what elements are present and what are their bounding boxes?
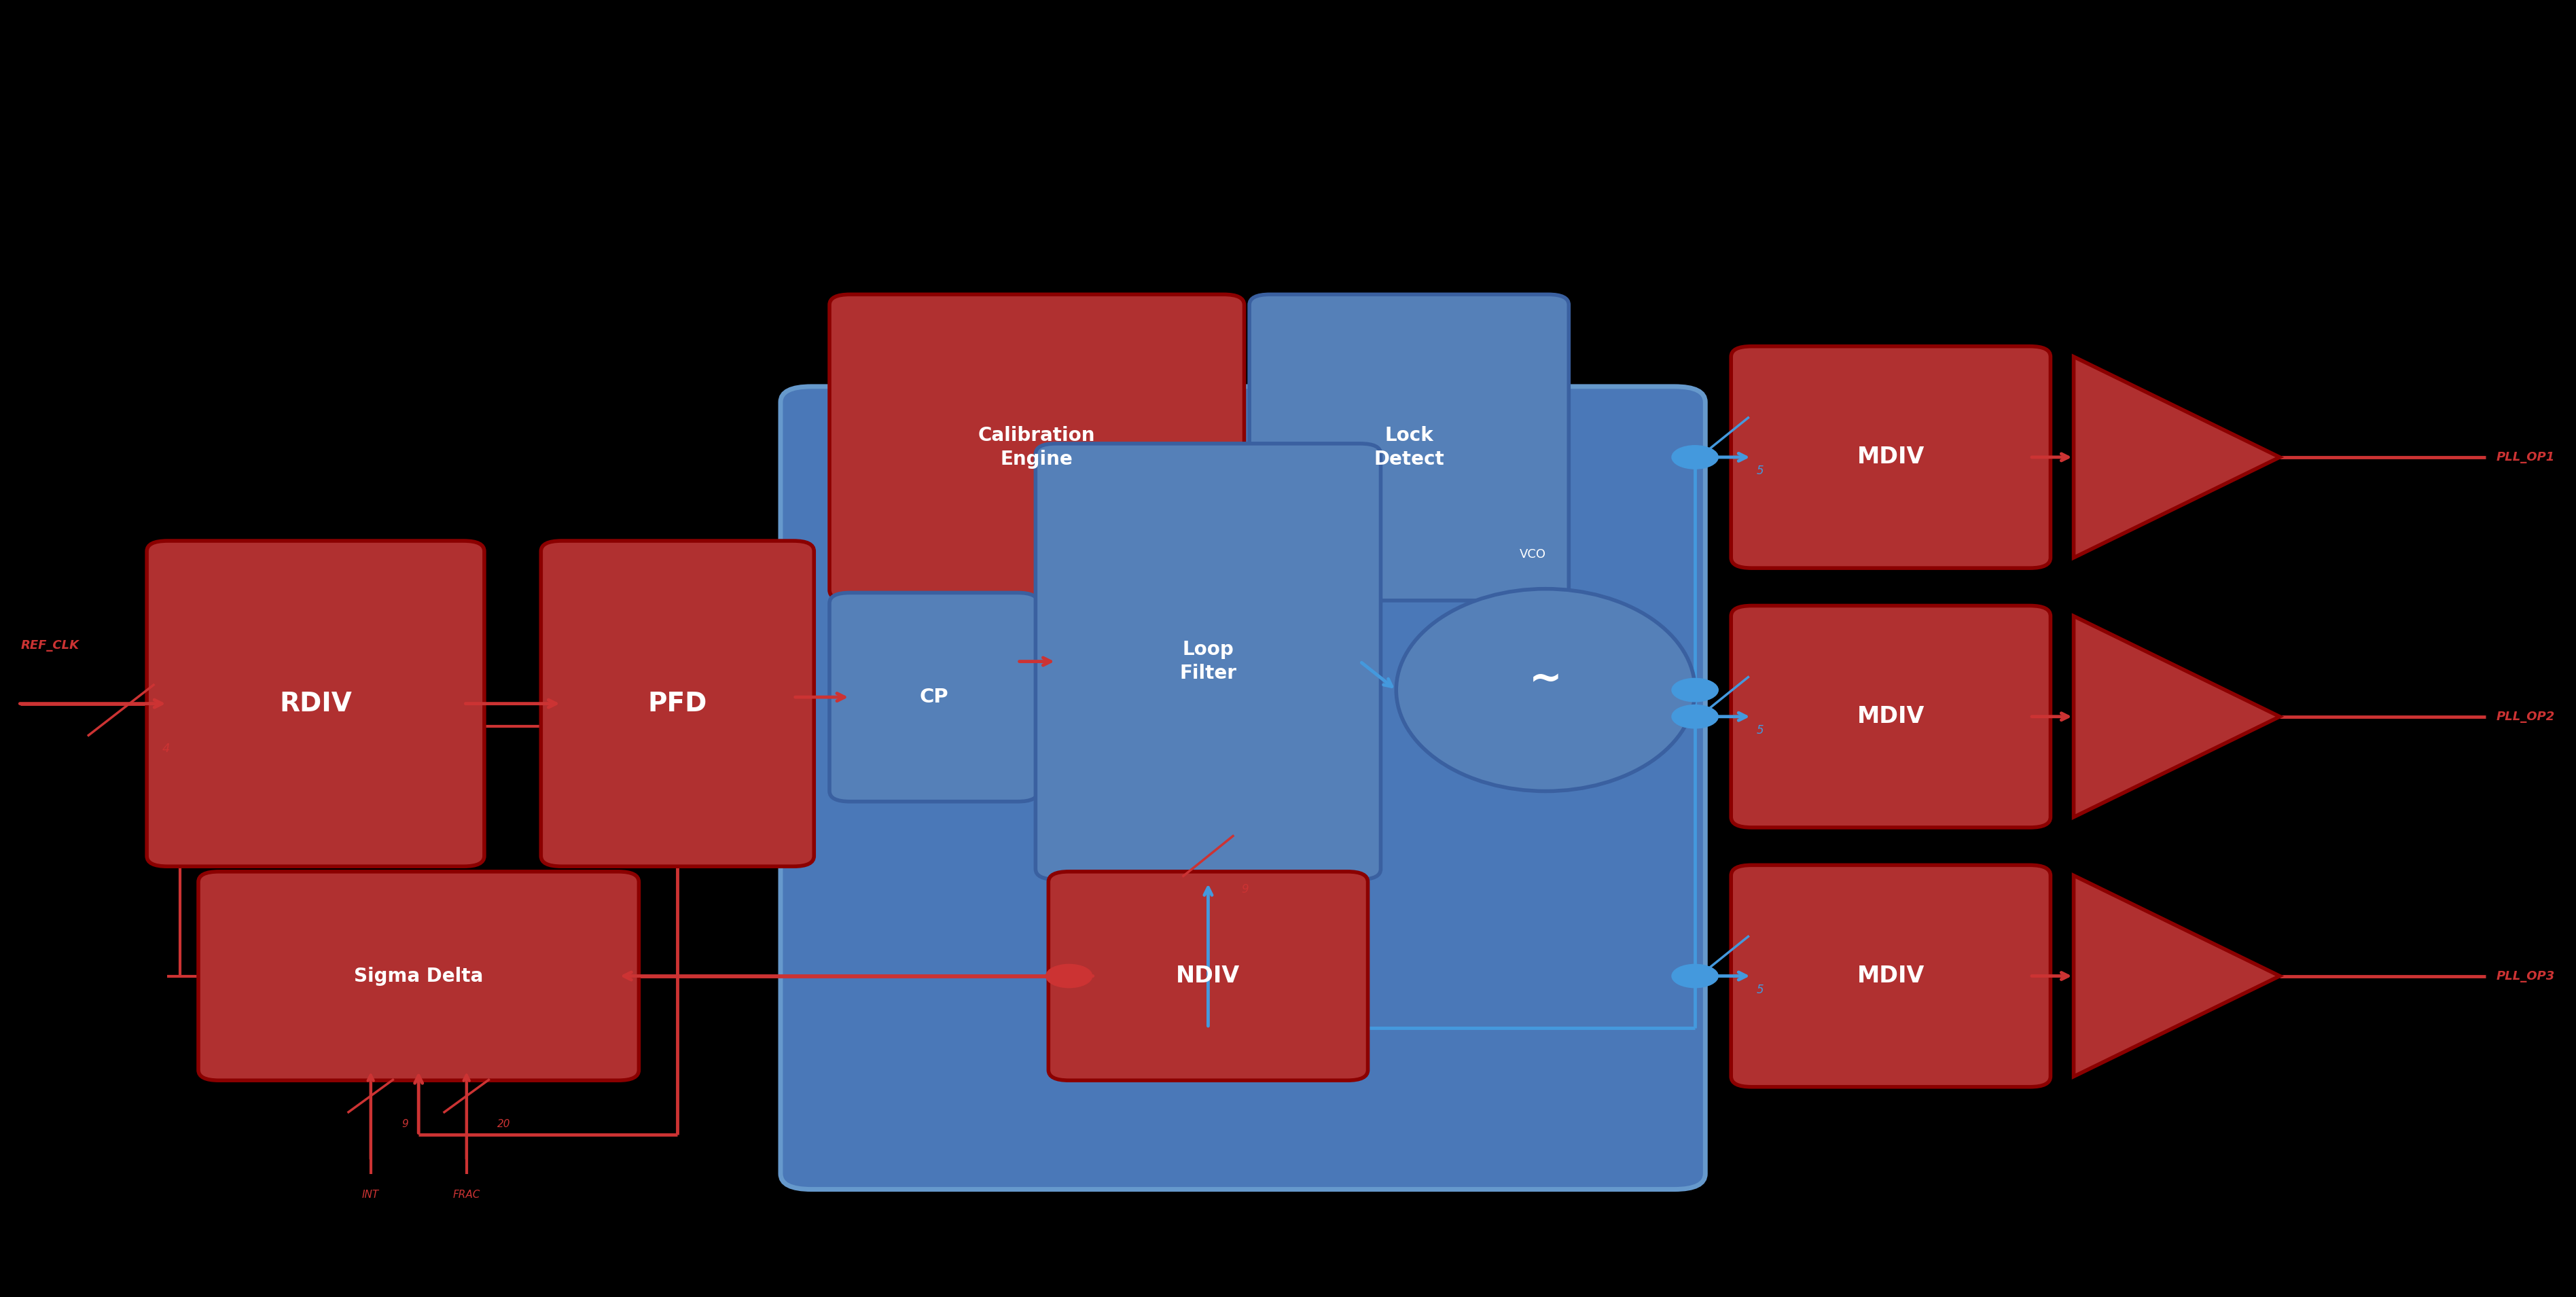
FancyBboxPatch shape [147, 541, 484, 866]
Polygon shape [2074, 875, 2280, 1077]
Text: MDIV: MDIV [1857, 706, 1924, 728]
Text: MDIV: MDIV [1857, 965, 1924, 987]
FancyBboxPatch shape [1036, 444, 1381, 879]
Ellipse shape [1396, 589, 1695, 791]
Circle shape [1046, 965, 1092, 988]
Text: PLL_OP1: PLL_OP1 [2496, 451, 2555, 463]
Text: Loop
Filter: Loop Filter [1180, 641, 1236, 682]
Circle shape [1672, 965, 1718, 988]
FancyBboxPatch shape [1048, 872, 1368, 1080]
Polygon shape [2074, 357, 2280, 558]
Text: Sigma Delta: Sigma Delta [353, 966, 484, 986]
Text: ~: ~ [1530, 660, 1561, 699]
Text: PLL_OP3: PLL_OP3 [2496, 970, 2555, 982]
Text: 20: 20 [497, 1119, 510, 1130]
Circle shape [1672, 446, 1718, 470]
FancyBboxPatch shape [1731, 346, 2050, 568]
Text: Calibration
Engine: Calibration Engine [979, 427, 1095, 468]
FancyBboxPatch shape [541, 541, 814, 866]
FancyBboxPatch shape [1249, 294, 1569, 601]
Text: VCO: VCO [1520, 549, 1546, 560]
Circle shape [1672, 706, 1718, 729]
Text: 4: 4 [162, 742, 170, 755]
Text: 9: 9 [1242, 883, 1249, 895]
Text: 5: 5 [1757, 983, 1765, 996]
FancyBboxPatch shape [198, 872, 639, 1080]
FancyBboxPatch shape [829, 294, 1244, 601]
Text: CP: CP [920, 687, 948, 707]
Text: NDIV: NDIV [1177, 965, 1239, 987]
FancyBboxPatch shape [1731, 865, 2050, 1087]
Text: 5: 5 [1757, 724, 1765, 737]
FancyBboxPatch shape [829, 593, 1038, 802]
FancyBboxPatch shape [781, 387, 1705, 1189]
Text: RDIV: RDIV [278, 691, 353, 716]
Text: Lock
Detect: Lock Detect [1373, 427, 1445, 468]
Text: PFD: PFD [647, 691, 708, 716]
FancyBboxPatch shape [1731, 606, 2050, 827]
Text: FRAC: FRAC [453, 1189, 479, 1200]
Circle shape [1672, 678, 1718, 702]
Text: 5: 5 [1757, 466, 1765, 477]
Text: 9: 9 [402, 1119, 407, 1130]
Text: INT: INT [363, 1189, 379, 1200]
Text: REF_CLK: REF_CLK [21, 639, 80, 652]
Text: MDIV: MDIV [1857, 446, 1924, 468]
Polygon shape [2074, 616, 2280, 817]
Text: PLL_OP2: PLL_OP2 [2496, 711, 2555, 722]
